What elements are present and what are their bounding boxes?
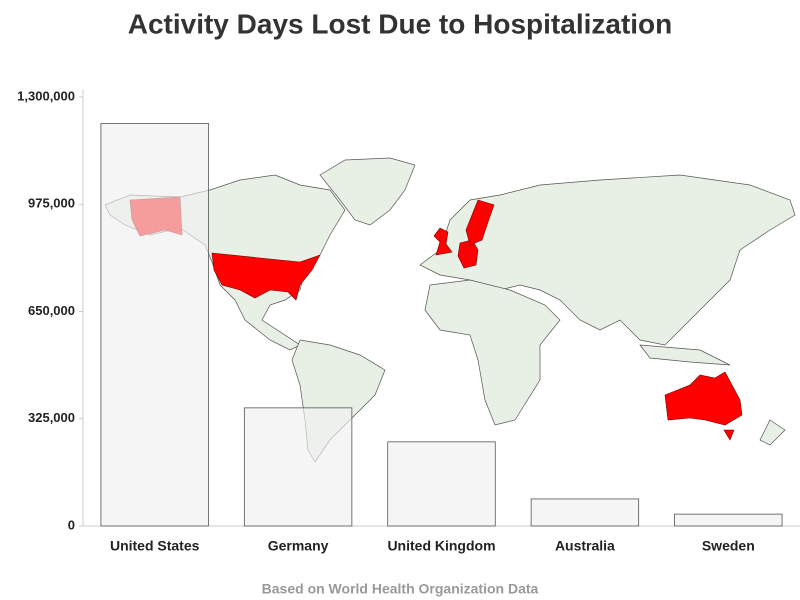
africa [424,279,561,426]
y-tick-label: 325,000 [28,410,75,425]
bar [243,407,353,527]
footnote: Based on World Health Organization Data [262,581,539,597]
x-tick-label: Australia [555,538,615,554]
bar [530,498,640,527]
y-tick-label: 975,000 [28,196,75,211]
bar [100,123,209,527]
bar [674,513,783,527]
eurasia [419,174,796,346]
australia-map [664,371,743,426]
x-tick-label: United States [110,538,200,554]
united-kingdom-map [433,227,453,256]
greenland [319,157,416,226]
chart-title: Activity Days Lost Due to Hospitalizatio… [128,8,673,39]
y-tick-label: 1,300,000 [17,88,75,103]
bar [387,441,496,527]
sweden-map [465,199,495,246]
tasmania-map [723,429,735,441]
new-zealand [759,419,786,446]
x-tick-label: United Kingdom [387,538,495,554]
united-states-map [211,252,321,301]
y-tick-label: 650,000 [28,303,75,318]
x-tick-label: Sweden [702,538,755,554]
x-tick-label: Germany [268,538,329,554]
y-tick-label: 0 [68,517,75,532]
islands [639,344,731,366]
